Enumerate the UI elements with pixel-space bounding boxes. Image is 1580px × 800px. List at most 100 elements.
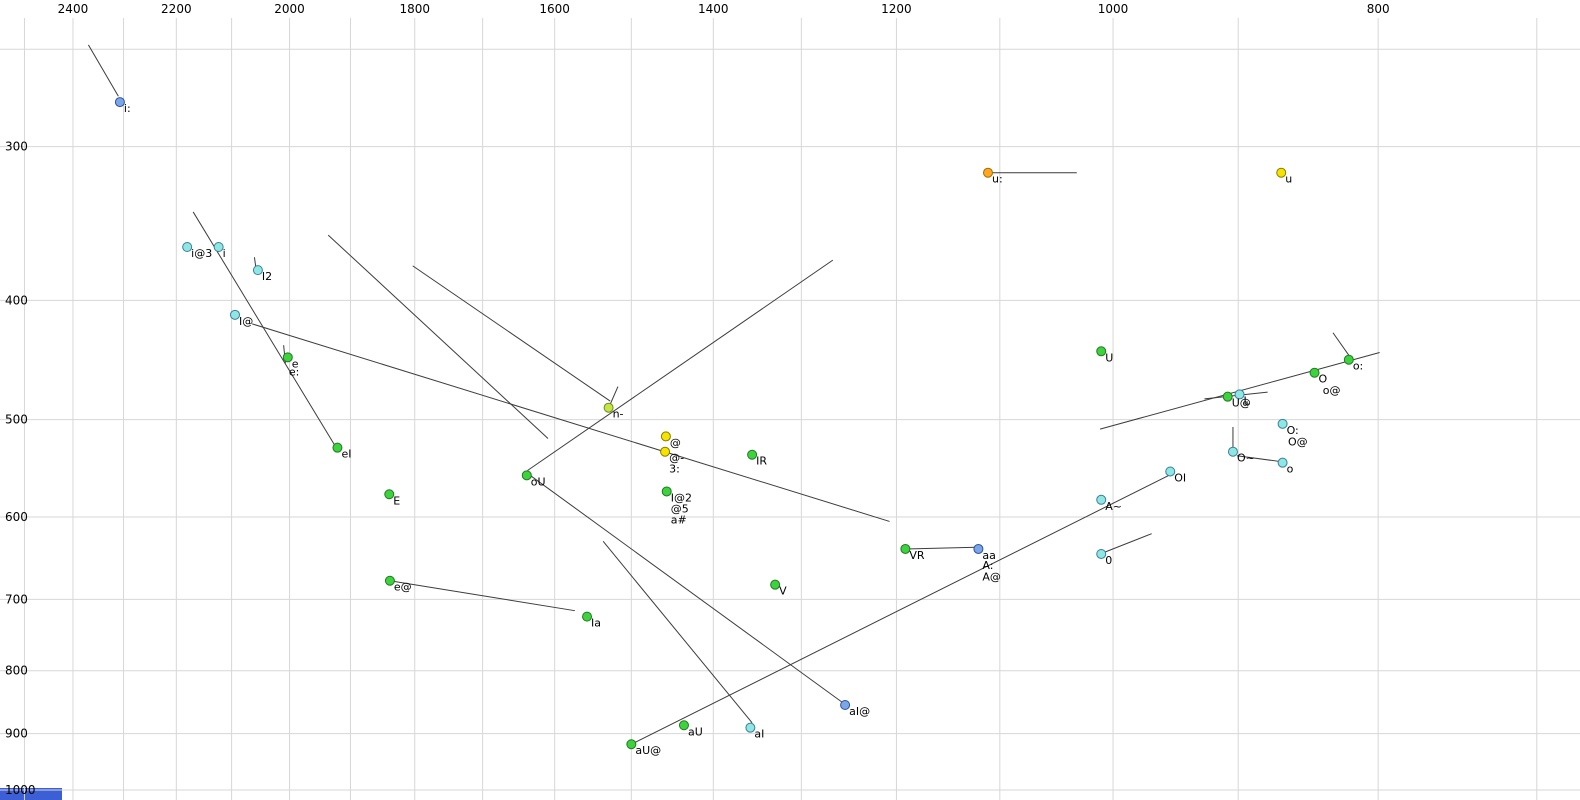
trajectory-line (1332, 332, 1351, 358)
trajectory-line (251, 323, 890, 522)
point-label: O (1319, 373, 1328, 386)
data-point[interactable] (384, 575, 395, 586)
data-point[interactable] (182, 242, 193, 253)
point-label: O@ (1288, 435, 1308, 448)
point-label: aU@ (635, 744, 661, 757)
trajectory-line (527, 259, 834, 471)
point-label: aI@ (849, 705, 870, 718)
x-tick-label: 1000 (1098, 2, 1129, 16)
data-point[interactable] (252, 265, 263, 276)
data-point[interactable] (603, 402, 614, 413)
x-tick-label: 2400 (58, 2, 89, 16)
point-label: @5 (671, 503, 689, 516)
point-labels: i:i@3 iI2I@ee:eIEe@IaoUn-@@-3:IRI@2@5a#VV… (124, 102, 1363, 757)
y-axis-tick-labels: 300 400 500 600 700 800 900 1000 (5, 140, 36, 797)
point-label: i: (124, 102, 131, 115)
x-tick-label: 1800 (399, 2, 430, 16)
point-label: o@ (1323, 384, 1341, 397)
point-label: E (393, 494, 400, 507)
point-label: aa (982, 549, 995, 562)
point-label: e@ (394, 581, 412, 594)
x-tick-label: 1600 (539, 2, 570, 16)
point-label: U@ (1232, 397, 1251, 410)
point-label: i (223, 247, 226, 260)
trajectory-line (87, 44, 119, 97)
point-label: L (1244, 394, 1251, 407)
x-tick-label: 2000 (274, 2, 305, 16)
trajectory-line (1236, 455, 1282, 463)
data-point[interactable] (1222, 391, 1233, 402)
y-tick-label: 300 (5, 140, 28, 154)
data-point[interactable] (1276, 167, 1287, 178)
x-axis-tick-labels: 2400 2200 2000 1800 1600 1400 1200 1000 800 (58, 2, 1390, 16)
data-point[interactable] (982, 167, 993, 178)
data-point[interactable] (114, 97, 125, 108)
data-point[interactable] (1309, 367, 1320, 378)
data-point[interactable] (1227, 446, 1238, 457)
point-label: o (1287, 463, 1294, 476)
data-point[interactable] (660, 431, 671, 442)
point-label: u: (992, 173, 1003, 186)
data-point[interactable] (1343, 354, 1354, 365)
x-tick-label: 1200 (881, 2, 912, 16)
point-label: e (292, 357, 299, 370)
data-point[interactable] (900, 543, 911, 554)
data-point[interactable] (661, 486, 672, 497)
trajectory-line (609, 386, 619, 405)
trajectory-line (602, 541, 753, 724)
point-label: n- (613, 408, 624, 421)
point-label: VR (909, 549, 925, 562)
y-tick-label: 400 (5, 293, 28, 307)
point-label: u (1285, 173, 1292, 186)
trajectory-line (527, 473, 846, 705)
data-point[interactable] (1234, 389, 1245, 400)
point-label: aI (754, 728, 764, 741)
point-label: A~ (1105, 500, 1122, 513)
y-tick-label: 900 (5, 727, 28, 741)
data-point[interactable] (973, 543, 984, 554)
point-label: eI (341, 448, 351, 461)
gridlines (0, 18, 1580, 800)
data-point[interactable] (1096, 548, 1107, 559)
data-point[interactable] (582, 611, 593, 622)
corner-accent (0, 788, 62, 800)
point-label: I2 (262, 270, 272, 283)
point-label: O~ (1237, 452, 1255, 465)
trajectory-line (327, 234, 549, 439)
point-label: oU (531, 475, 546, 488)
data-point[interactable] (521, 470, 532, 481)
data-point[interactable] (745, 722, 756, 733)
data-point[interactable] (384, 489, 395, 500)
point-label: i@3 (191, 247, 212, 260)
trajectory-lines (87, 44, 1380, 744)
data-point[interactable] (660, 446, 671, 457)
y-tick-label: 500 (5, 413, 28, 427)
data-point[interactable] (1165, 466, 1176, 477)
point-label: I@2 (671, 491, 692, 504)
data-point[interactable] (1096, 494, 1107, 505)
data-points (114, 97, 1354, 750)
data-point[interactable] (1096, 346, 1107, 357)
data-point[interactable] (229, 309, 240, 320)
data-point[interactable] (770, 579, 781, 590)
data-point[interactable] (213, 242, 224, 253)
point-label: a# (671, 513, 687, 526)
x-tick-label: 800 (1367, 2, 1390, 16)
point-label: I@ (239, 315, 253, 328)
data-point[interactable] (626, 739, 637, 750)
x-tick-label: 2200 (161, 2, 192, 16)
point-label: o: (1353, 360, 1363, 373)
data-point[interactable] (1277, 418, 1288, 429)
data-point[interactable] (678, 720, 689, 731)
data-point[interactable] (282, 352, 293, 363)
data-point[interactable] (332, 442, 343, 453)
data-point[interactable] (747, 449, 758, 460)
point-label: @- (669, 452, 684, 465)
point-label: OI (1174, 471, 1186, 484)
data-point[interactable] (840, 699, 851, 710)
data-point[interactable] (1277, 457, 1288, 468)
point-label: e: (289, 366, 299, 379)
y-tick-label: 600 (5, 510, 28, 524)
y-tick-label: 700 (5, 592, 28, 606)
point-label: 0 (1105, 554, 1112, 567)
